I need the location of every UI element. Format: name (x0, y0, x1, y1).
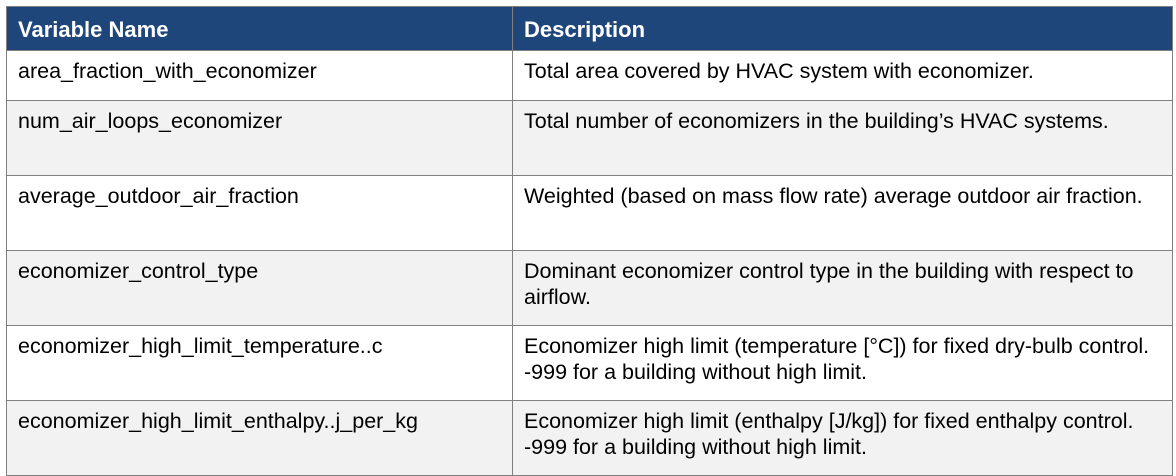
header-description: Description (512, 6, 1173, 51)
variable-name-cell: average_outdoor_air_fraction (6, 175, 513, 251)
variable-name-cell: economizer_high_limit_enthalpy..j_per_kg (6, 400, 513, 476)
table-row: economizer_high_limit_temperature..c Eco… (6, 325, 1173, 401)
table-body: area_fraction_with_economizer Total area… (6, 50, 1173, 476)
table-header: Variable Name Description (6, 6, 1173, 51)
table-row: average_outdoor_air_fraction Weighted (b… (6, 175, 1173, 251)
description-cell: Economizer high limit (enthalpy [J/kg]) … (512, 400, 1173, 476)
table-row: economizer_control_type Dominant economi… (6, 250, 1173, 326)
description-cell: Dominant economizer control type in the … (512, 250, 1173, 326)
description-cell: Economizer high limit (temperature [°C])… (512, 325, 1173, 401)
description-cell: Weighted (based on mass flow rate) avera… (512, 175, 1173, 251)
variables-table: Variable Name Description area_fraction_… (6, 6, 1173, 476)
variable-name-cell: num_air_loops_economizer (6, 100, 513, 176)
table-row: area_fraction_with_economizer Total area… (6, 50, 1173, 101)
variables-table-container: Variable Name Description area_fraction_… (6, 6, 1173, 476)
description-cell: Total number of economizers in the build… (512, 100, 1173, 176)
header-row: Variable Name Description (6, 6, 1173, 51)
table-row: economizer_high_limit_enthalpy..j_per_kg… (6, 400, 1173, 476)
table-row: num_air_loops_economizer Total number of… (6, 100, 1173, 176)
variable-name-cell: area_fraction_with_economizer (6, 50, 513, 101)
variable-name-cell: economizer_high_limit_temperature..c (6, 325, 513, 401)
header-variable-name: Variable Name (6, 6, 513, 51)
description-cell: Total area covered by HVAC system with e… (512, 50, 1173, 101)
variable-name-cell: economizer_control_type (6, 250, 513, 326)
